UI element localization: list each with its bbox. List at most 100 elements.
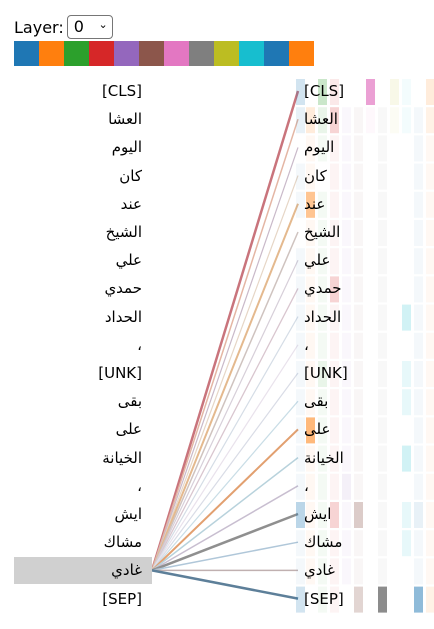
attention-weight-box	[318, 107, 327, 134]
head-swatch-10[interactable]	[239, 41, 264, 66]
attention-weight-box	[378, 332, 387, 359]
left-token[interactable]: [CLS]	[101, 82, 142, 100]
selected-token-highlight	[14, 557, 152, 585]
left-token[interactable]: مشاك	[103, 533, 142, 552]
attention-weight-box	[306, 304, 315, 331]
attention-weight-box	[306, 417, 315, 444]
layer-select[interactable]: 0 ⌄	[66, 15, 113, 39]
head-swatch-3[interactable]	[64, 41, 89, 66]
right-token[interactable]: الخيانة	[304, 448, 344, 467]
right-token[interactable]: كان	[304, 166, 327, 185]
right-token[interactable]: الحداد	[304, 307, 342, 326]
right-token[interactable]: على	[304, 420, 331, 439]
head-swatch-6[interactable]	[139, 41, 164, 66]
attention-weight-box	[414, 530, 423, 557]
attention-weight-box	[414, 361, 423, 387]
right-token[interactable]: مشاك	[304, 533, 343, 552]
head-swatch-8[interactable]	[189, 41, 214, 66]
right-token[interactable]: [UNK]	[304, 364, 348, 382]
attention-weight-box	[330, 79, 339, 105]
attention-weight-box	[402, 79, 411, 105]
left-token[interactable]: ،	[137, 335, 142, 354]
attention-weight-box	[330, 502, 339, 528]
left-token[interactable]: الخيانة	[102, 448, 142, 467]
left-token[interactable]: على	[115, 420, 142, 439]
attention-weight-box	[296, 586, 305, 613]
attention-weight-box	[390, 107, 399, 134]
attention-weight-box	[366, 107, 375, 134]
attention-weight-box	[330, 332, 339, 359]
attention-weight-box	[306, 558, 315, 585]
attention-weight-box	[354, 276, 363, 303]
attention-weight-box	[296, 163, 305, 190]
attention-weight-box	[342, 417, 351, 444]
attention-weight-box	[306, 135, 315, 162]
attention-weight-box	[426, 107, 434, 134]
left-token[interactable]: [UNK]	[98, 364, 142, 382]
attention-weight-box	[306, 107, 315, 134]
left-token[interactable]: كان	[119, 166, 142, 185]
attention-weight-box	[354, 304, 363, 331]
right-token[interactable]: غادي	[304, 561, 335, 580]
left-token[interactable]: ايش	[114, 505, 142, 523]
attention-weight-box	[342, 332, 351, 359]
attention-weight-box	[296, 304, 305, 331]
attention-weight-box	[426, 276, 434, 303]
right-token[interactable]: ،	[304, 335, 309, 354]
head-swatch-11[interactable]	[264, 41, 289, 66]
right-token[interactable]: اليوم	[304, 138, 335, 157]
right-token[interactable]: ايش	[304, 505, 332, 523]
left-token[interactable]: علي	[115, 251, 142, 270]
left-token[interactable]: [SEP]	[102, 589, 142, 608]
attention-weight-box	[354, 417, 363, 444]
left-token[interactable]: اليوم	[111, 138, 142, 157]
attention-weight-box	[296, 107, 305, 134]
head-swatch-7[interactable]	[164, 41, 189, 66]
attention-weight-box	[342, 502, 351, 528]
left-token[interactable]: ،	[137, 476, 142, 495]
attention-weight-box	[306, 445, 315, 472]
right-token[interactable]: علي	[304, 251, 331, 270]
attention-weight-box	[426, 417, 434, 444]
left-token[interactable]: غادي	[111, 561, 142, 580]
attention-weight-box	[426, 135, 434, 162]
attention-weight-box	[414, 417, 423, 444]
right-token[interactable]: [SEP]	[304, 589, 344, 608]
attention-weight-box	[426, 389, 434, 416]
attention-weight-box	[318, 502, 327, 528]
head-swatch-12[interactable]	[289, 41, 314, 66]
left-token[interactable]: حمدي	[104, 279, 142, 298]
attention-weight-box	[354, 530, 363, 557]
left-token[interactable]: العشا	[108, 110, 142, 129]
attention-weight-box	[342, 248, 351, 275]
right-token[interactable]: ،	[304, 476, 309, 495]
left-token[interactable]: الشيخ	[105, 223, 142, 241]
attention-weight-box	[318, 473, 327, 500]
head-swatch-9[interactable]	[214, 41, 239, 66]
right-token[interactable]: حمدي	[304, 279, 342, 298]
left-token[interactable]: الحداد	[104, 307, 142, 326]
head-swatch-2[interactable]	[39, 41, 64, 66]
attention-weight-box	[342, 389, 351, 416]
attention-line	[151, 457, 299, 571]
attention-weight-box	[378, 135, 387, 162]
layer-control: Layer: 0 ⌄	[14, 15, 113, 39]
head-swatch-4[interactable]	[89, 41, 114, 66]
attention-weight-box	[426, 79, 434, 105]
attention-weight-box	[426, 502, 434, 528]
right-token[interactable]: بقى	[304, 392, 329, 411]
attention-weight-box	[296, 276, 305, 303]
right-token[interactable]: [CLS]	[304, 82, 345, 100]
attention-weight-box	[318, 79, 327, 105]
left-token[interactable]: بقى	[117, 392, 142, 411]
right-token[interactable]: العشا	[304, 110, 338, 129]
attention-weight-box	[414, 163, 423, 190]
attention-weight-box	[378, 530, 387, 557]
attention-weight-box	[306, 191, 315, 218]
head-swatch-5[interactable]	[114, 41, 139, 66]
right-token[interactable]: عند	[304, 194, 326, 213]
head-swatch-1[interactable]	[14, 41, 39, 66]
right-token[interactable]: الشيخ	[304, 223, 341, 241]
left-token[interactable]: عند	[120, 194, 142, 213]
